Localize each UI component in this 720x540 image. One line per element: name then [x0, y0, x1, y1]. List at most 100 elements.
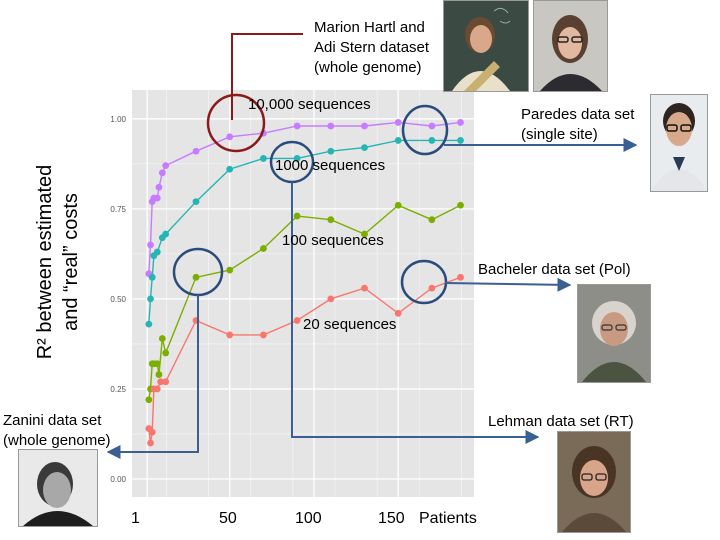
plot-panel [132, 90, 474, 497]
data-point [293, 155, 301, 162]
data-point [457, 201, 464, 209]
data-point [327, 295, 335, 303]
series-line-3 [148, 276, 461, 444]
data-point [428, 284, 436, 292]
data-point [361, 284, 368, 292]
data-point [155, 183, 163, 191]
y-tick-label: 0.25 [110, 385, 126, 394]
data-point [361, 144, 368, 152]
data-point [394, 201, 402, 209]
zanini-arrow [106, 295, 199, 459]
data-point [394, 137, 402, 144]
x-tick-label-100: 100 [295, 510, 322, 527]
y-axis-label-line1: R² between estimated [34, 164, 56, 360]
series-line-1 [148, 139, 461, 325]
data-point [293, 122, 301, 130]
data-point [147, 241, 154, 249]
y-tick-label: 0.50 [110, 295, 126, 304]
hartl-connector [231, 33, 303, 120]
hartl-stern-line1: Marion Hartl and [314, 19, 425, 36]
data-point [192, 198, 200, 206]
data-point [428, 137, 436, 144]
paredes-highlight-circle [401, 104, 449, 156]
annotation-shapes [106, 33, 638, 459]
data-point [293, 317, 301, 324]
data-point [327, 147, 335, 155]
y-tick-label: 0.75 [110, 205, 126, 214]
data-point [192, 273, 200, 281]
x-axis-label: Patients [419, 510, 477, 527]
data-point [162, 349, 170, 357]
paredes-label: Paredes data set (single site) [521, 105, 634, 145]
data-point [153, 385, 161, 393]
data-point [226, 331, 234, 339]
data-point [394, 119, 402, 126]
data-point [145, 396, 153, 404]
data-point [148, 273, 156, 281]
x-tick-label-1: 1 [131, 510, 140, 527]
zanini-label: Zanini data set (whole genome) [3, 411, 111, 451]
lehman-arrow [291, 182, 540, 444]
data-point [158, 169, 166, 177]
data-point [153, 248, 161, 256]
lehman-photo [557, 431, 631, 533]
data-point [226, 266, 234, 274]
y-tick-label: 1.00 [110, 115, 126, 124]
lehman-label: Lehman data set (RT) [488, 413, 634, 430]
data-point [226, 133, 234, 141]
zanini-photo [18, 449, 98, 527]
series-label-10000: 10,000 sequences [248, 96, 371, 113]
data-point [361, 230, 368, 238]
series-label-100: 100 sequences [282, 232, 384, 249]
data-point [147, 439, 154, 447]
data-point [192, 147, 200, 155]
series-group [145, 119, 464, 447]
data-point [457, 273, 464, 281]
data-point [148, 428, 156, 436]
bacheler-label: Bacheler data set (Pol) [478, 261, 631, 278]
data-point [158, 335, 166, 342]
data-point [394, 309, 402, 317]
zanini-line1: Zanini data set [3, 412, 102, 429]
hartl-highlight-circle [206, 93, 266, 153]
stern-photo [533, 0, 608, 92]
hartl-stern-line2: Adi Stern dataset [314, 39, 430, 56]
hartl-photo [443, 0, 529, 92]
bacheler-highlight-circle [400, 259, 448, 305]
data-point [226, 165, 234, 173]
hartl-stern-label: Marion Hartl and Adi Stern dataset (whol… [314, 18, 429, 78]
data-point [327, 216, 335, 224]
data-point [260, 245, 267, 252]
data-point [153, 360, 161, 368]
data-point [147, 295, 154, 303]
data-point [428, 216, 436, 224]
hartl-stern-line3: (whole genome) [314, 59, 422, 76]
series-label-20: 20 sequences [303, 316, 397, 333]
paredes-line2: (single site) [521, 126, 598, 143]
y-axis-label-line2: and “real” costs [60, 193, 82, 331]
data-point [457, 119, 464, 126]
paredes-photo [650, 94, 708, 192]
x-tick-label-50: 50 [219, 510, 237, 527]
zanini-line2: (whole genome) [3, 432, 111, 449]
data-point [157, 378, 165, 386]
data-point [145, 320, 153, 328]
y-tick-labels: 0.00 0.25 0.50 0.75 1.00 [110, 115, 126, 484]
data-point [162, 162, 170, 170]
data-point [327, 122, 335, 130]
bacheler-arrow [444, 277, 572, 292]
data-point [457, 137, 464, 144]
x-tick-label-150: 150 [378, 510, 405, 527]
data-point [260, 155, 267, 162]
y-tick-label: 0.00 [110, 475, 126, 484]
data-point [153, 194, 161, 202]
data-point [162, 378, 170, 386]
bacheler-photo [577, 284, 651, 383]
data-point [155, 371, 163, 378]
data-point [293, 212, 301, 220]
series-label-1000: 1000 sequences [275, 157, 386, 174]
data-point [162, 230, 170, 238]
paredes-line1: Paredes data set [521, 106, 635, 123]
